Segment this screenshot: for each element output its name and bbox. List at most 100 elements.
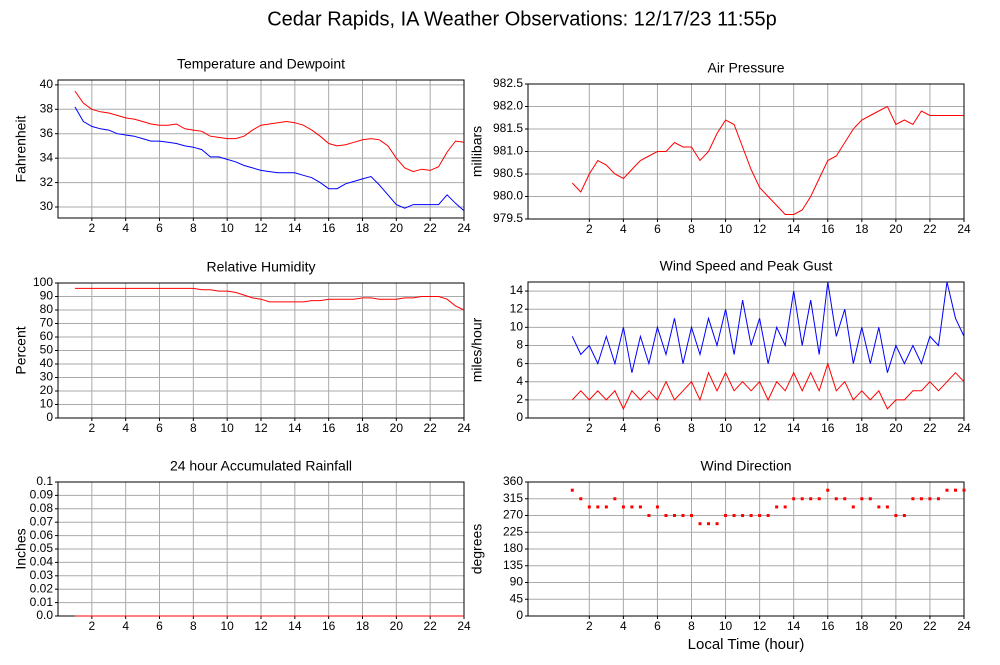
data-point: [953, 488, 957, 492]
data-point: [800, 497, 804, 501]
data-point: [732, 514, 736, 517]
y-tick-label: 982.5: [493, 76, 523, 90]
x-tick-label: 24: [957, 619, 971, 633]
data-point: [655, 505, 659, 509]
y-tick-label: 225: [503, 524, 523, 538]
x-tick-label: 4: [122, 221, 129, 235]
x-tick-label: 20: [390, 619, 404, 633]
y-tick-label: 0.03: [30, 568, 54, 582]
data-point: [919, 497, 923, 501]
data-point: [749, 514, 753, 517]
y-axis-label: Inches: [13, 528, 29, 569]
y-tick-label: 0.02: [30, 581, 54, 595]
x-tick-label: 8: [190, 619, 197, 633]
x-tick-label: 8: [688, 421, 695, 435]
data-point: [911, 497, 915, 501]
data-point: [621, 505, 625, 509]
data-point: [715, 522, 719, 526]
y-tick-label: 30: [40, 370, 54, 384]
data-point: [604, 505, 608, 509]
data-point: [826, 488, 830, 492]
y-tick-label: 0.04: [30, 555, 54, 569]
x-tick-label: 6: [654, 619, 661, 633]
y-tick-label: 14: [510, 283, 524, 297]
y-tick-label: 100: [33, 275, 53, 289]
chart-title: Temperature and Dewpoint: [177, 56, 345, 72]
x-tick-label: 18: [855, 421, 869, 435]
x-tick-label: 14: [787, 421, 801, 435]
y-axis-label: degrees: [469, 524, 485, 575]
x-tick-label: 14: [787, 619, 801, 633]
x-tick-label: 18: [855, 222, 869, 236]
x-tick-label: 22: [423, 221, 437, 235]
data-point: [928, 497, 932, 501]
data-point: [613, 497, 617, 501]
x-tick-label: 12: [254, 221, 268, 235]
y-tick-label: 0.01: [30, 595, 54, 609]
data-point: [690, 514, 693, 517]
x-tick-label: 22: [923, 222, 937, 236]
y-tick-label: 20: [40, 383, 54, 397]
x-tick-label: 24: [957, 421, 971, 435]
x-tick-label: 22: [923, 421, 937, 435]
x-tick-label: 20: [889, 619, 903, 633]
x-tick-label: 8: [190, 221, 197, 235]
y-tick-label: 270: [503, 508, 523, 522]
plot-frame: [527, 83, 965, 220]
y-tick-label: 6: [516, 356, 523, 370]
y-tick-label: 0.05: [30, 541, 54, 555]
y-tick-label: 4: [516, 374, 523, 388]
x-tick-label: 4: [620, 619, 627, 633]
y-tick-label: 40: [40, 356, 54, 370]
y-tick-label: 0: [46, 410, 53, 424]
y-tick-label: 10: [40, 397, 54, 411]
data-point: [783, 505, 787, 509]
y-tick-label: 360: [503, 474, 523, 488]
y-tick-label: 0.1: [36, 474, 53, 488]
chart-title: Relative Humidity: [207, 259, 316, 275]
data-point: [809, 497, 813, 501]
plot-frame: [57, 79, 465, 219]
x-tick-label: 2: [586, 619, 593, 633]
y-axis-label: Percent: [13, 326, 29, 374]
y-tick-label: 70: [40, 316, 54, 330]
x-tick-label: 22: [923, 619, 937, 633]
x-tick-label: 10: [719, 222, 733, 236]
x-tick-label: 16: [322, 619, 336, 633]
x-tick-label: 10: [719, 421, 733, 435]
x-tick-label: 6: [156, 221, 163, 235]
data-point: [775, 505, 779, 509]
y-axis-label: millibars: [469, 126, 485, 177]
y-tick-label: 32: [40, 175, 54, 189]
data-point: [707, 522, 711, 526]
data-point: [579, 497, 583, 501]
x-tick-label: 24: [457, 619, 471, 633]
data-point: [843, 497, 847, 501]
x-tick-label: 14: [787, 222, 801, 236]
x-tick-label: 10: [220, 221, 234, 235]
x-tick-label: 4: [620, 421, 627, 435]
y-tick-label: 40: [40, 77, 54, 91]
y-tick-label: 315: [503, 491, 523, 505]
x-tick-label: 20: [390, 421, 404, 435]
chart-title: Wind Speed and Peak Gust: [660, 258, 833, 274]
data-point: [698, 522, 702, 526]
data-point: [860, 497, 864, 501]
y-tick-label: 90: [510, 575, 524, 589]
data-line: [571, 105, 964, 215]
x-tick-label: 24: [957, 222, 971, 236]
y-tick-label: 10: [510, 320, 524, 334]
y-tick-label: 180: [503, 541, 523, 555]
y-tick-label: 50: [40, 343, 54, 357]
y-tick-label: 981.0: [493, 144, 523, 158]
data-point: [570, 488, 574, 492]
x-tick-label: 12: [753, 619, 767, 633]
data-point: [647, 514, 651, 517]
y-tick-label: 36: [40, 126, 54, 140]
y-tick-label: 34: [40, 150, 54, 164]
y-tick-label: 12: [510, 301, 524, 315]
data-point: [945, 488, 949, 492]
x-tick-label: 20: [889, 421, 903, 435]
